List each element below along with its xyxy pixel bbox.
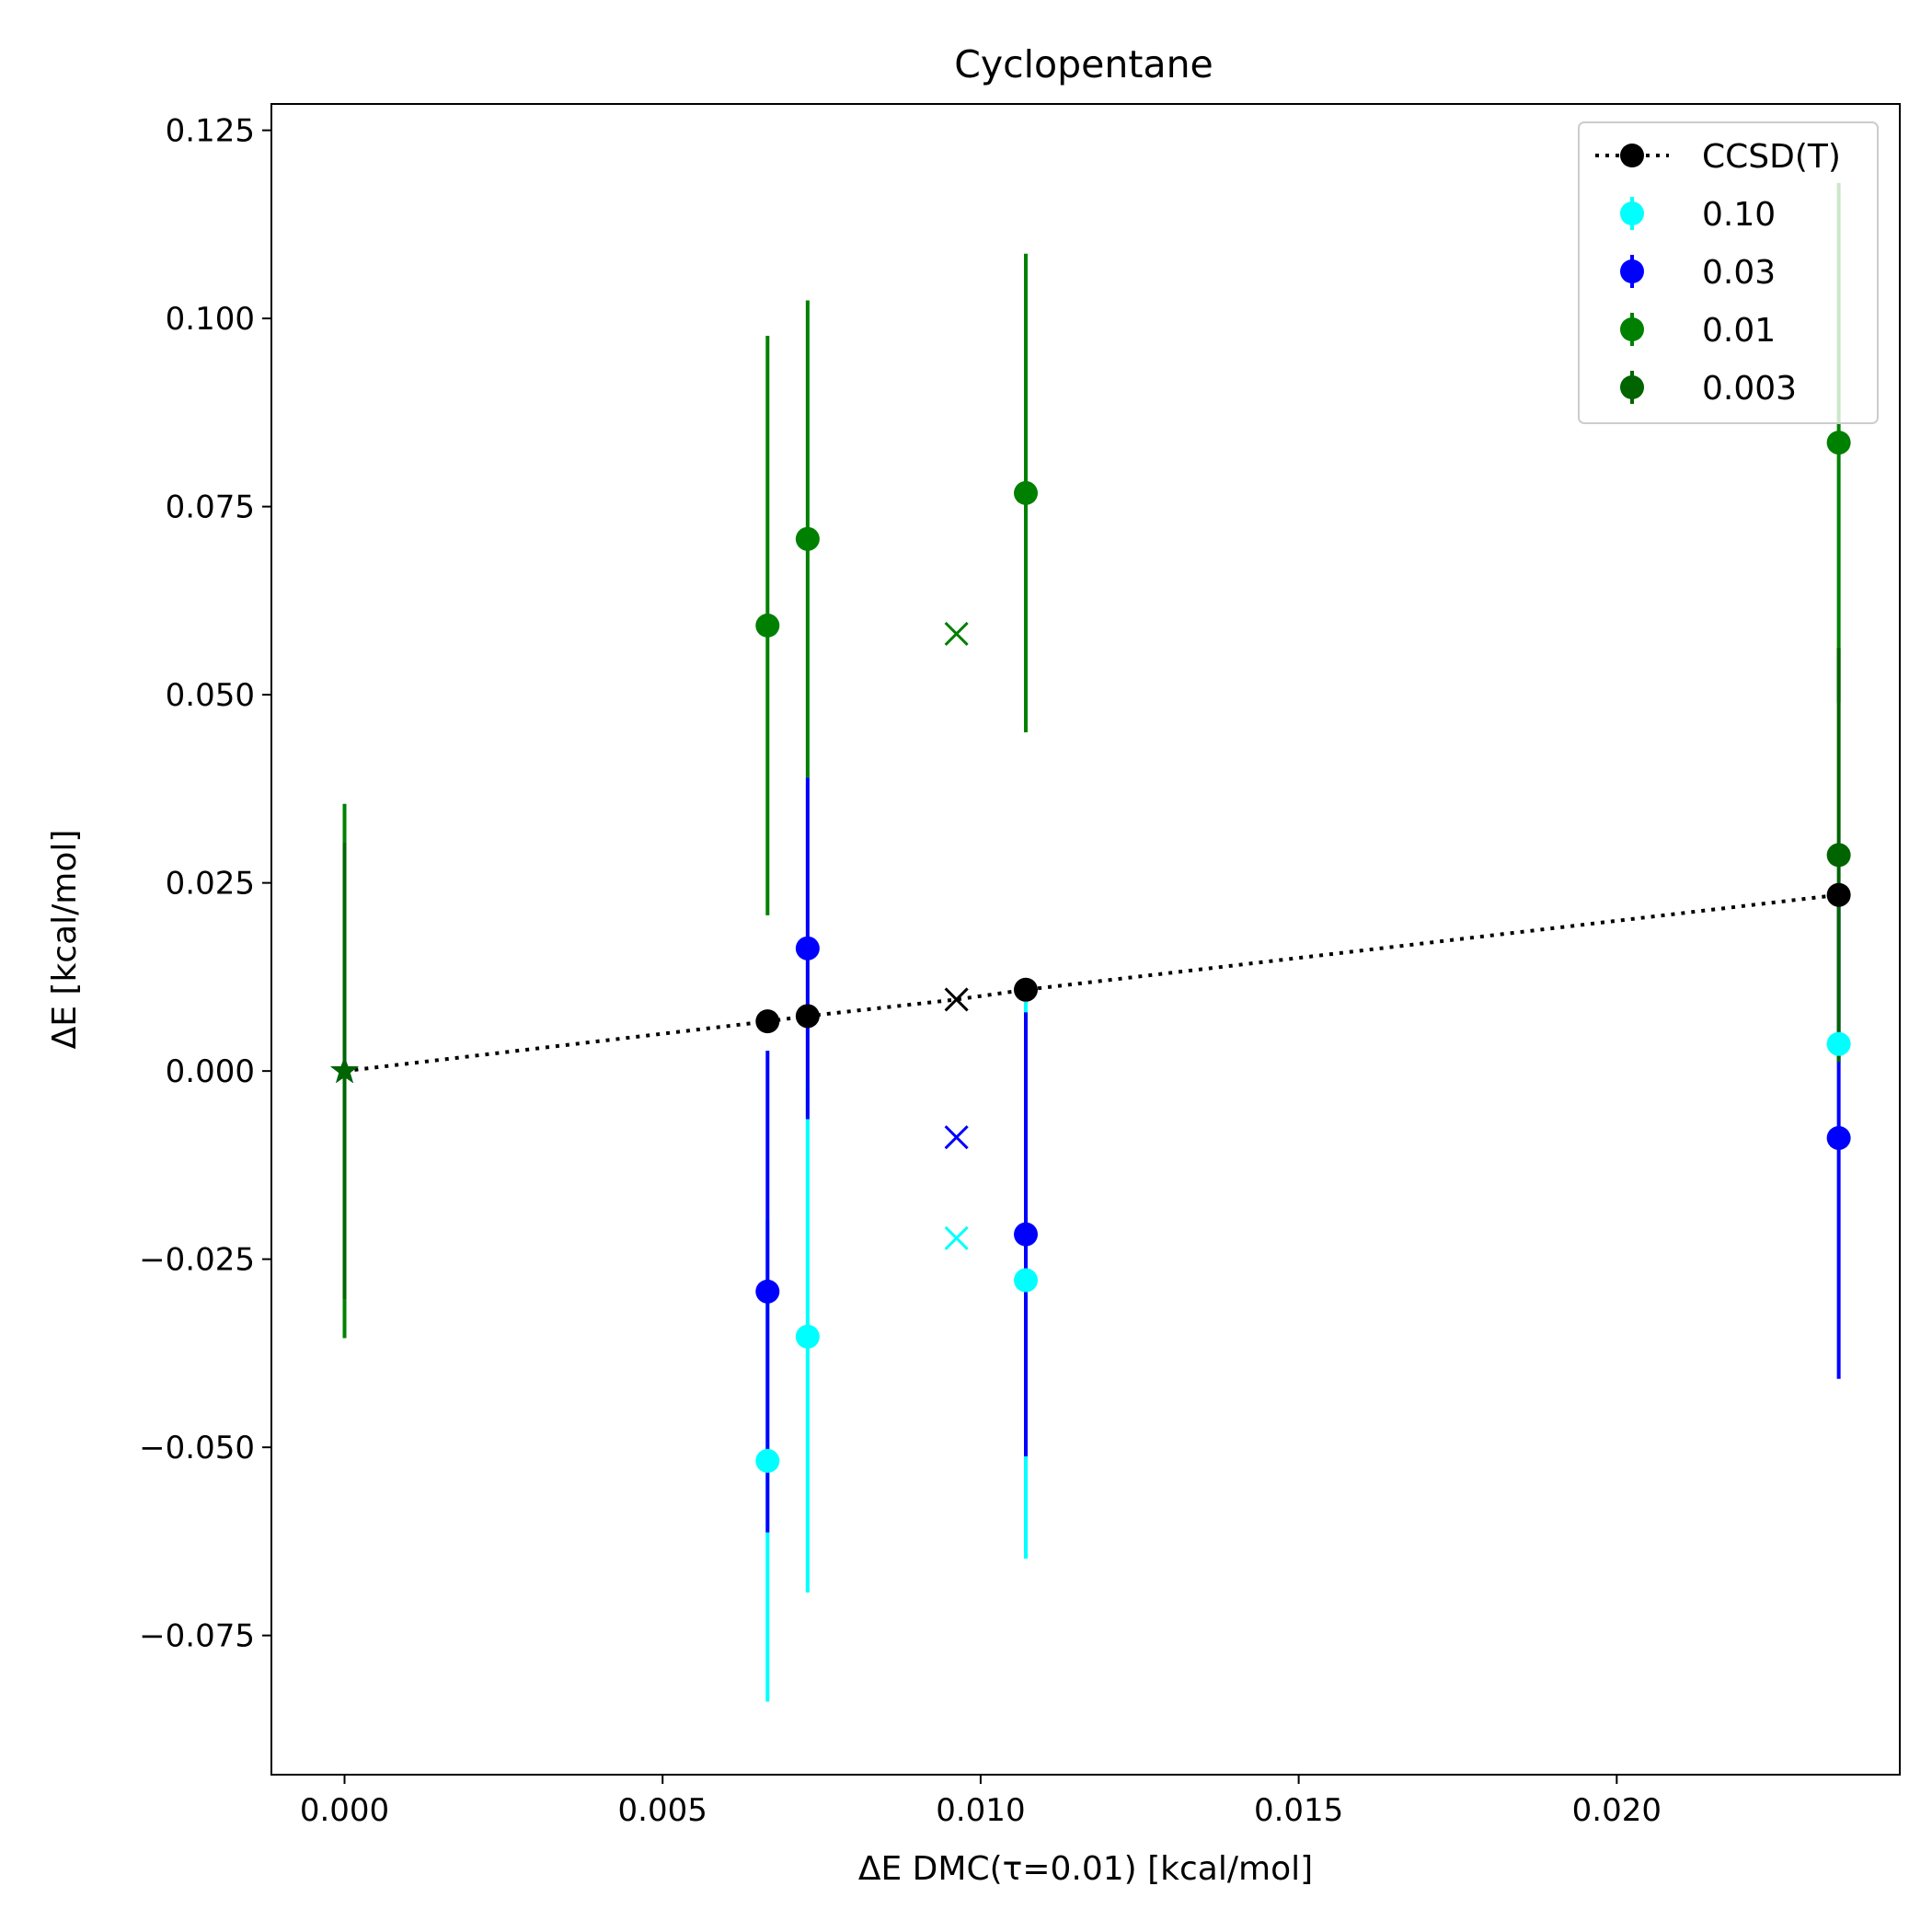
data-point <box>1826 1125 1851 1150</box>
x-tick-label: 0.015 <box>1254 1792 1343 1829</box>
data-point <box>795 526 820 551</box>
legend-label: CCSD(T) <box>1702 138 1841 176</box>
y-tick-label: 0.025 <box>166 866 255 903</box>
y-axis-label: ΔE [kcal/mol] <box>46 830 84 1050</box>
data-point <box>1826 843 1851 868</box>
legend-label: 0.03 <box>1702 254 1776 292</box>
chart-title: Cyclopentane <box>954 42 1213 86</box>
y-tick-label: −0.025 <box>139 1242 255 1279</box>
x-tick-label: 0.005 <box>618 1792 707 1829</box>
data-point <box>1014 480 1039 505</box>
legend-handle-marker <box>1620 201 1644 225</box>
data-point <box>1826 431 1851 455</box>
data-point <box>755 613 780 638</box>
y-tick-label: 0.100 <box>166 301 255 338</box>
x-tick-label: 0.020 <box>1572 1792 1662 1829</box>
data-point <box>944 621 969 646</box>
legend-label: 0.10 <box>1702 196 1776 234</box>
data-point <box>1014 1222 1039 1247</box>
legend: CCSD(T) 0.10 0.03 0.01 0.003 <box>1578 121 1879 424</box>
data-point <box>795 1324 820 1349</box>
data-point <box>755 1448 780 1473</box>
reference-point <box>1826 882 1851 907</box>
data-point <box>1826 1031 1851 1056</box>
y-tick-label: 0.050 <box>166 677 255 714</box>
x-tick-label: 0.000 <box>300 1792 389 1829</box>
legend-label: 0.01 <box>1702 312 1776 350</box>
y-tick-label: 0.075 <box>166 489 255 526</box>
x-tick-label: 0.010 <box>936 1792 1025 1829</box>
legend-handle-marker <box>1620 375 1644 399</box>
legend-handle-marker <box>1620 259 1644 283</box>
y-tick-label: −0.050 <box>139 1430 255 1466</box>
axis-ticks: 0.000 0.005 0.010 0.015 0.020 −0.075 −0.050 −0.… <box>139 113 1662 1829</box>
data-point <box>944 1125 969 1150</box>
reference-point <box>1014 977 1039 1002</box>
legend-label: 0.003 <box>1702 370 1797 408</box>
legend-box <box>1578 121 1879 424</box>
y-tick-label: 0.125 <box>166 113 255 150</box>
plot-frame <box>270 103 1901 1776</box>
data-point <box>795 936 820 960</box>
y-tick-label: 0.000 <box>166 1053 255 1090</box>
reference-point <box>755 1009 780 1034</box>
reference-point <box>944 987 969 1012</box>
data-point <box>330 1056 359 1084</box>
reference-line <box>344 892 1839 1074</box>
data-markers <box>330 431 1851 1473</box>
data-point <box>755 1279 780 1304</box>
legend-handle-marker <box>1620 317 1644 341</box>
data-point <box>1014 1268 1039 1293</box>
y-tick-label: −0.075 <box>139 1618 255 1655</box>
x-axis-label: ΔE DMC(τ=0.01) [kcal/mol] <box>858 1850 1313 1888</box>
reference-point <box>795 1004 820 1029</box>
legend-handle-marker <box>1620 144 1644 167</box>
reference-line-path <box>344 892 1839 1074</box>
data-point <box>944 1225 969 1250</box>
